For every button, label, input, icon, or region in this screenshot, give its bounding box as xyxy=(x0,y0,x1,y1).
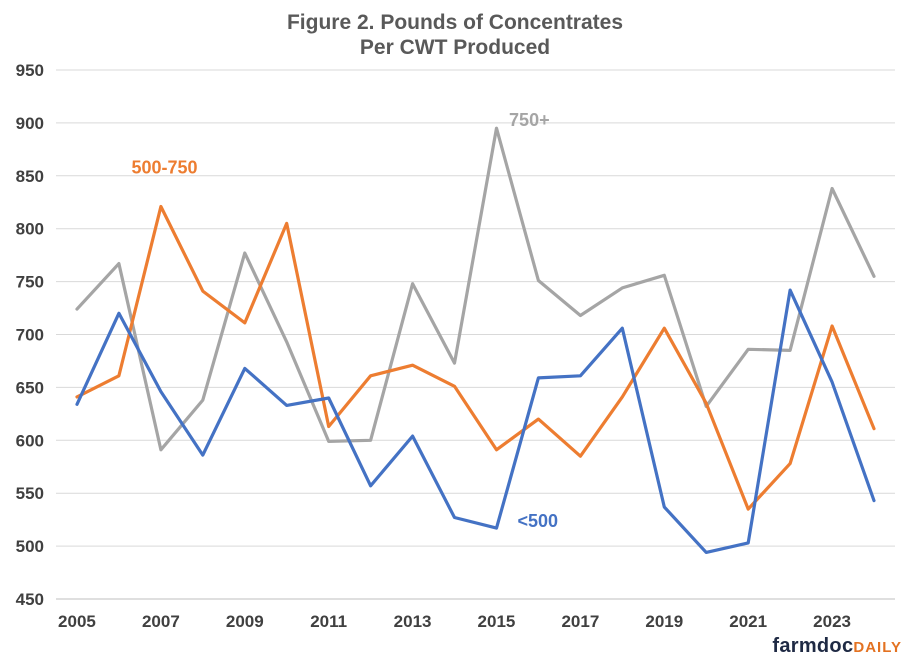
logo-farmdoc: farmdoc xyxy=(772,635,854,657)
x-tick-label: 2023 xyxy=(813,612,851,631)
y-tick-label: 800 xyxy=(16,220,44,239)
y-tick-label: 450 xyxy=(16,590,44,609)
chart-title: Figure 2. Pounds of Concentrates xyxy=(286,11,624,34)
y-tick-label: 650 xyxy=(16,378,44,397)
x-tick-label: 2005 xyxy=(58,612,96,631)
series-line-750-plus xyxy=(75,126,876,452)
farmdoc-daily-logo: farmdocDAILY xyxy=(772,635,902,658)
series-line-500-750 xyxy=(75,204,876,511)
series-line-under-500 xyxy=(75,288,876,555)
x-tick-label: 2015 xyxy=(478,612,516,631)
y-tick-label: 900 xyxy=(16,114,44,133)
x-tick-label: 2013 xyxy=(394,612,432,631)
y-tick-label: 750 xyxy=(16,273,44,292)
y-tick-label: 850 xyxy=(16,167,44,186)
x-tick-label: 2019 xyxy=(645,612,683,631)
x-tick-label: 2017 xyxy=(561,612,599,631)
series-label-750-plus: 750+ xyxy=(509,110,550,130)
x-tick-label: 2007 xyxy=(142,612,180,631)
y-tick-label: 950 xyxy=(16,61,44,80)
chart-subtitle: Per CWT Produced xyxy=(359,36,551,59)
y-tick-label: 500 xyxy=(16,537,44,556)
y-tick-label: 700 xyxy=(16,326,44,345)
x-tick-label: 2021 xyxy=(729,612,767,631)
x-tick-label: 2011 xyxy=(310,612,347,631)
x-tick-label: 2009 xyxy=(226,612,264,631)
series-label-under-500: <500 xyxy=(517,511,558,531)
y-tick-label: 550 xyxy=(16,484,44,503)
y-tick-label: 600 xyxy=(16,431,44,450)
series-label-500-750: 500-750 xyxy=(132,158,198,178)
logo-daily: DAILY xyxy=(853,639,902,656)
